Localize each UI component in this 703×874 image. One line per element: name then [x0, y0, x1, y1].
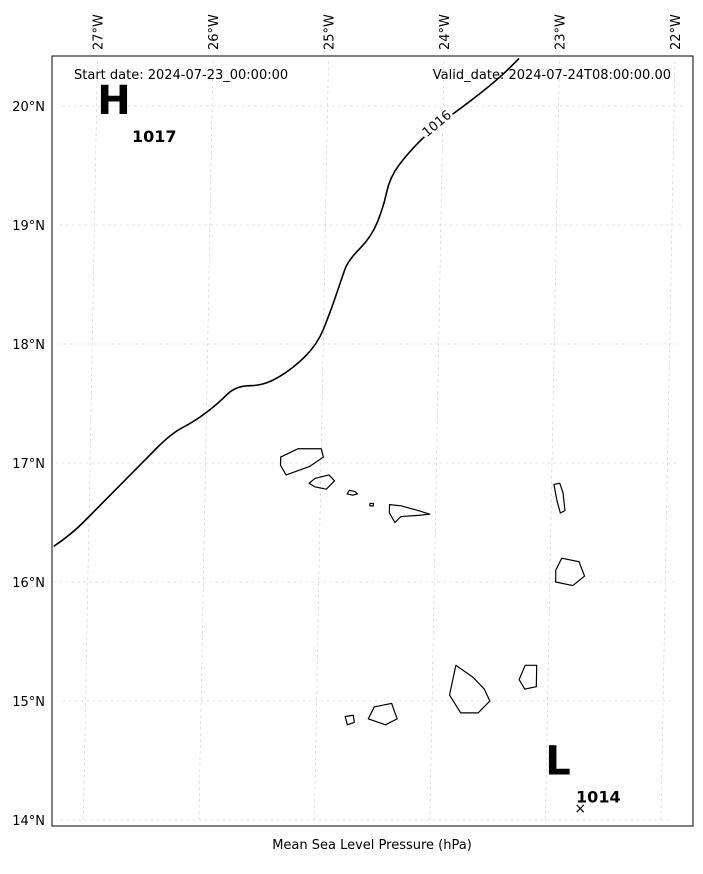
low-pressure-value: 1014 — [576, 788, 621, 807]
isobar-contours — [53, 57, 520, 547]
island-coastline — [554, 557, 586, 587]
isobar-line — [53, 57, 520, 547]
latitude-tick-label: 15°N — [12, 695, 45, 710]
low-center-marker: × — [574, 801, 586, 817]
high-pressure-letter: H — [97, 78, 130, 124]
meridian-line — [198, 58, 214, 821]
meridian-line — [314, 58, 329, 821]
longitude-ticks: 27°W 26°W 25°W 24°W 23°W 22°W — [91, 14, 684, 50]
low-pressure-letter: L — [545, 739, 571, 785]
coastlines — [279, 448, 586, 726]
latitude-tick-label: 14°N — [12, 814, 45, 829]
longitude-tick-label: 23°W — [553, 14, 568, 50]
meridian-line — [660, 58, 676, 821]
island-coastline — [308, 474, 336, 490]
graticule-grid — [53, 58, 686, 821]
start-date-text: Start date: 2024-07-23_00:00:00 — [74, 68, 288, 83]
island-coastline — [553, 482, 566, 514]
latitude-tick-label: 17°N — [12, 457, 45, 472]
valid-date-text: Valid_date: 2024-07-24T08:00:00.00 — [433, 68, 671, 83]
island-coastline — [346, 489, 358, 496]
latitude-tick-label: 20°N — [12, 100, 45, 115]
latitude-tick-label: 16°N — [12, 576, 45, 591]
meridian-line — [83, 58, 98, 821]
meridian-line — [545, 58, 560, 821]
island-coastline — [279, 448, 325, 476]
longitude-tick-label: 22°W — [669, 14, 684, 50]
map-frame — [51, 55, 694, 827]
island-coastline — [344, 714, 355, 726]
x-axis-label: Mean Sea Level Pressure (hPa) — [272, 838, 472, 853]
latitude-tick-label: 18°N — [12, 338, 45, 353]
island-coastline — [518, 664, 538, 690]
longitude-tick-label: 27°W — [91, 14, 106, 50]
longitude-tick-label: 26°W — [207, 14, 222, 50]
isobar-label-bg — [416, 104, 458, 144]
island-coastline — [448, 664, 491, 714]
latitude-ticks: 20°N 19°N 18°N 17°N 16°N 15°N 14°N — [12, 100, 45, 829]
longitude-tick-label: 25°W — [322, 14, 337, 50]
high-pressure-value: 1017 — [132, 127, 177, 146]
island-coastline — [367, 702, 398, 726]
longitude-tick-label: 24°W — [438, 14, 453, 50]
meridian-line — [429, 58, 445, 821]
island-coastline — [369, 502, 374, 507]
latitude-tick-label: 19°N — [12, 219, 45, 234]
island-coastline — [388, 504, 431, 524]
